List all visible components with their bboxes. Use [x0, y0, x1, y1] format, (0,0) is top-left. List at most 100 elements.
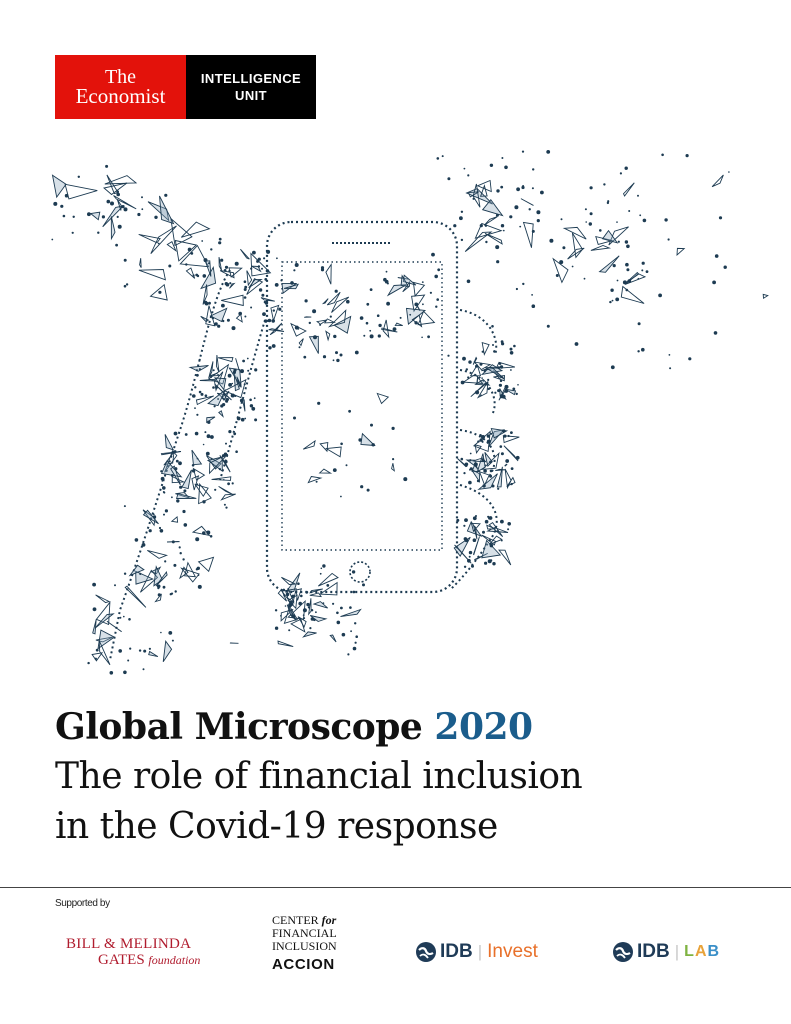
network-dot	[196, 457, 199, 460]
network-dot	[469, 459, 472, 462]
network-dot	[532, 168, 535, 171]
network-dot	[210, 376, 213, 378]
network-dot	[507, 434, 510, 438]
network-dot	[498, 383, 502, 387]
network-dot	[495, 245, 500, 250]
network-dot	[588, 222, 592, 226]
network-triangle	[286, 587, 295, 604]
network-triangle	[142, 509, 159, 525]
network-dot	[489, 559, 493, 562]
network-dot	[642, 218, 647, 223]
network-triangle	[281, 576, 297, 585]
network-dot	[354, 350, 359, 355]
network-dot	[326, 584, 330, 587]
network-dot	[282, 588, 286, 592]
network-dot	[460, 238, 464, 242]
cfi-line3: INCLUSION	[272, 939, 337, 953]
network-dot	[268, 346, 272, 350]
network-dot	[123, 207, 128, 212]
network-dot	[240, 369, 244, 374]
network-dot	[162, 585, 166, 589]
network-dot	[123, 258, 127, 262]
network-dot	[510, 431, 513, 434]
network-dot	[536, 219, 540, 223]
network-dot	[322, 602, 325, 604]
network-dot	[484, 561, 488, 565]
network-dot	[611, 299, 614, 302]
network-dot	[195, 537, 200, 542]
network-dot	[468, 555, 471, 558]
network-triangle	[138, 233, 161, 244]
network-triangle	[318, 468, 333, 474]
network-triangle	[483, 216, 498, 226]
network-triangle	[192, 467, 206, 481]
network-dot	[399, 316, 402, 319]
network-dot	[515, 287, 518, 291]
network-triangle	[181, 469, 192, 490]
network-dot	[500, 539, 503, 542]
network-dot	[267, 318, 272, 323]
network-dot	[218, 241, 222, 245]
idb-lab-letter-l: L	[684, 943, 695, 960]
cfi-line1: CENTER for	[272, 914, 337, 927]
network-dot	[129, 647, 132, 650]
network-triangle	[51, 174, 67, 199]
network-dot	[206, 530, 211, 535]
network-dot	[298, 346, 301, 349]
network-triangle	[476, 179, 492, 193]
network-dot	[349, 606, 352, 609]
network-dot	[500, 452, 504, 456]
network-dot	[244, 285, 248, 289]
network-triangle	[498, 549, 512, 566]
network-triangle	[488, 535, 503, 546]
network-dot	[114, 584, 116, 587]
network-dot	[335, 351, 338, 355]
network-triangle	[608, 226, 629, 246]
network-triangle	[174, 239, 198, 262]
network-dot	[274, 609, 278, 612]
network-dot	[87, 661, 90, 665]
network-dot	[481, 440, 484, 443]
network-dot	[217, 398, 220, 400]
network-dot	[661, 153, 664, 157]
network-dot	[497, 389, 501, 393]
network-dot	[110, 201, 114, 206]
network-dot	[625, 288, 629, 292]
accion-wordmark: ACCION	[272, 956, 335, 973]
network-dot	[463, 565, 467, 568]
network-dot	[160, 631, 162, 634]
network-dot	[571, 265, 574, 268]
network-triangle	[325, 330, 331, 342]
network-dot	[463, 537, 468, 541]
network-dot	[481, 458, 485, 462]
network-dot	[243, 288, 247, 291]
network-dot	[171, 639, 174, 642]
network-dot	[264, 319, 268, 323]
network-dot	[238, 311, 242, 316]
network-dot	[626, 244, 630, 249]
network-dot	[278, 307, 282, 311]
network-dot	[369, 288, 373, 291]
network-triangle	[260, 297, 275, 302]
network-dot	[308, 321, 311, 325]
network-dot	[480, 394, 482, 397]
network-triangle	[277, 640, 294, 647]
report-subtitle: The role of financial inclusion in the C…	[55, 752, 583, 852]
idb-globe-icon	[416, 942, 436, 962]
network-dot	[137, 212, 141, 217]
network-dot	[504, 389, 509, 393]
network-triangle	[209, 453, 229, 475]
network-triangle	[481, 534, 497, 546]
network-dot	[315, 611, 317, 614]
network-dot	[141, 196, 143, 199]
network-dot	[123, 670, 127, 675]
network-dot	[464, 518, 468, 522]
network-triangle	[166, 241, 177, 253]
network-triangle	[470, 522, 481, 533]
network-dot	[159, 529, 164, 533]
network-dot	[139, 572, 142, 575]
network-dot	[209, 396, 212, 399]
network-dot	[369, 329, 372, 332]
network-dot	[198, 390, 202, 394]
network-triangle	[164, 434, 175, 451]
